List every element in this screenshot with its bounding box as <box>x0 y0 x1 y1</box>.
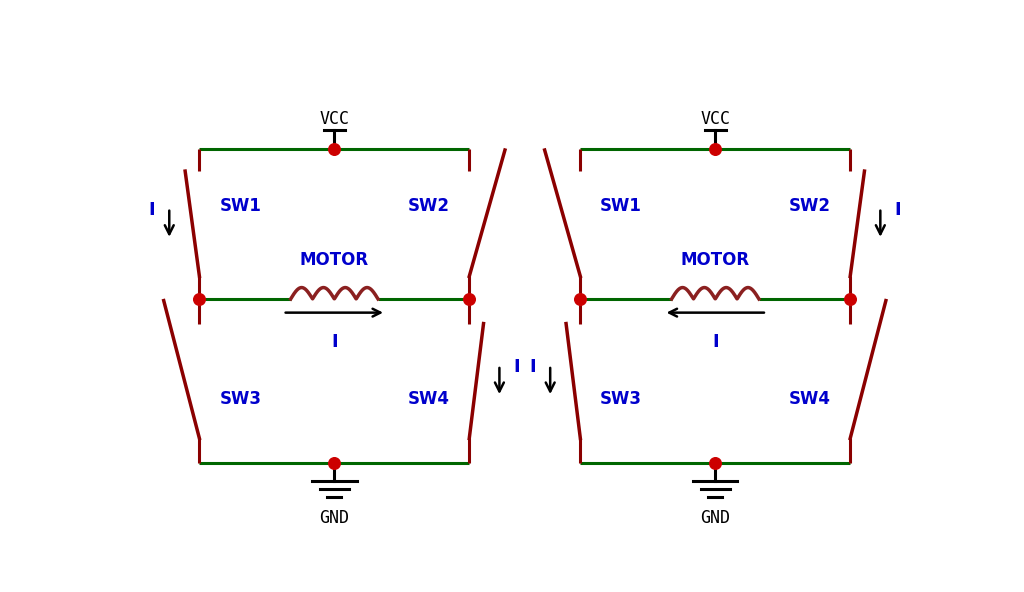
Text: VCC: VCC <box>319 110 349 128</box>
Text: SW2: SW2 <box>788 197 830 214</box>
Text: MOTOR: MOTOR <box>681 252 750 269</box>
Point <box>707 458 723 468</box>
Text: I: I <box>529 358 536 377</box>
Text: GND: GND <box>700 509 730 527</box>
Text: GND: GND <box>319 509 349 527</box>
Point <box>191 294 208 304</box>
Point <box>572 294 589 304</box>
Point <box>326 458 342 468</box>
Text: SW1: SW1 <box>600 197 642 214</box>
Text: SW4: SW4 <box>788 390 830 408</box>
Text: SW2: SW2 <box>408 197 450 214</box>
Point <box>326 144 342 153</box>
Text: SW3: SW3 <box>219 390 261 408</box>
Text: I: I <box>148 201 155 219</box>
Text: I: I <box>895 201 901 219</box>
Text: I: I <box>514 358 520 377</box>
Text: MOTOR: MOTOR <box>300 252 369 269</box>
Text: I: I <box>712 333 719 351</box>
Point <box>461 294 477 304</box>
Text: SW1: SW1 <box>219 197 261 214</box>
Text: SW4: SW4 <box>408 390 450 408</box>
Text: SW3: SW3 <box>600 390 642 408</box>
Point <box>707 144 723 153</box>
Text: I: I <box>331 333 338 351</box>
Point <box>842 294 858 304</box>
Text: VCC: VCC <box>700 110 730 128</box>
